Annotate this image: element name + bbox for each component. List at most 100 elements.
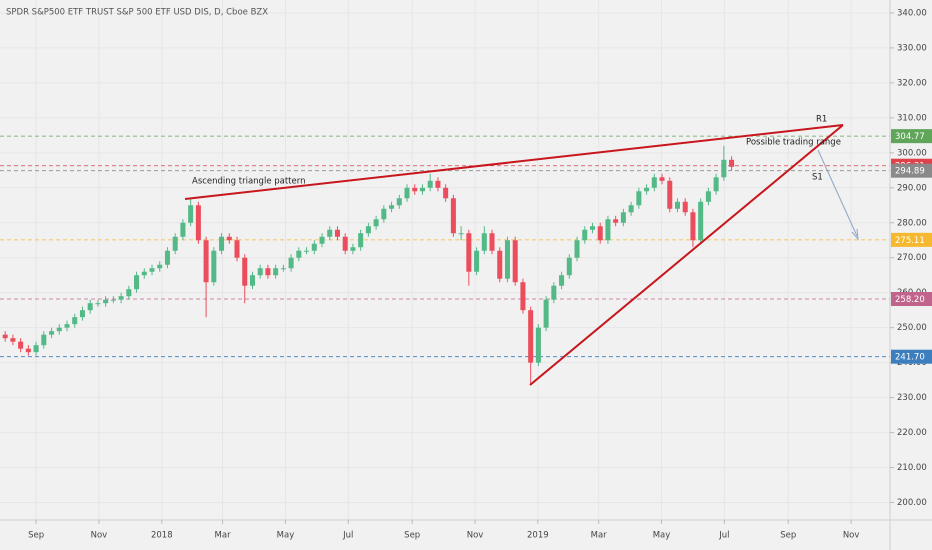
x-tick-label: Sep	[404, 531, 420, 541]
x-tick-label: 2019	[527, 531, 549, 541]
candle-body	[705, 191, 711, 202]
candle-body	[551, 285, 557, 300]
candle-body	[613, 219, 619, 223]
arrow	[817, 149, 858, 237]
candle-body	[535, 327, 541, 363]
candle-body	[95, 303, 101, 305]
candle-body	[443, 187, 449, 199]
candle-body	[381, 208, 387, 220]
axis-labels: 200.00210.00220.00230.00240.00250.00260.…	[28, 8, 932, 541]
candle-body	[164, 250, 170, 265]
candle-body	[157, 264, 163, 269]
level-label-box	[891, 129, 932, 144]
candle-body	[249, 275, 255, 286]
y-tick-label: 280.00	[897, 218, 927, 228]
candle-body	[644, 187, 650, 192]
candle-body	[520, 282, 526, 311]
candle-body	[659, 177, 665, 181]
candle-body	[103, 299, 109, 304]
x-tick-label: May	[277, 531, 295, 541]
candle-body	[528, 310, 534, 363]
candle-body	[2, 334, 8, 339]
candle-body	[698, 201, 704, 241]
candle-body	[389, 205, 395, 209]
candle-body	[412, 187, 418, 192]
candle-body	[566, 257, 572, 276]
candle-body	[690, 212, 696, 241]
y-tick-label: 220.00	[897, 428, 927, 438]
candle-body	[721, 159, 727, 178]
x-tick-label: Mar	[591, 531, 608, 541]
candle-body	[265, 268, 271, 276]
candle-body	[605, 219, 611, 241]
candle-body	[211, 250, 217, 283]
candle-body	[242, 257, 248, 286]
x-tick-label: Jul	[718, 531, 729, 541]
level-label: 275.11	[895, 236, 925, 246]
candle-body	[729, 159, 735, 167]
candle-body	[582, 229, 588, 241]
candle-body	[273, 268, 279, 276]
x-tick-label: Mar	[215, 531, 232, 541]
y-tick-label: 330.00	[897, 43, 927, 53]
candle-body	[651, 177, 657, 188]
y-tick-label: 290.00	[897, 183, 927, 193]
candle-body	[497, 250, 503, 279]
level-label-box	[891, 232, 932, 247]
candle-body	[559, 275, 565, 286]
candle-body	[597, 226, 603, 241]
candle-body	[180, 222, 186, 237]
candle-body	[56, 327, 62, 332]
candle-body	[427, 180, 433, 188]
candle-body	[33, 345, 39, 353]
candle-body	[257, 268, 263, 276]
x-tick-label: May	[653, 531, 671, 541]
candle-body	[466, 233, 472, 272]
level-label-box	[891, 291, 932, 306]
candle-body	[358, 233, 364, 248]
level-label: 258.20	[895, 295, 925, 305]
candle-body	[481, 233, 487, 251]
level-label: 294.89	[895, 167, 925, 177]
annotation: S1	[812, 173, 823, 183]
y-tick-label: 200.00	[897, 498, 927, 508]
x-tick-label: Nov	[843, 531, 860, 541]
candle-body	[543, 299, 549, 328]
candle-body	[396, 198, 402, 206]
candle-body	[49, 331, 55, 335]
candle-body	[489, 233, 495, 251]
candle-body	[667, 180, 673, 209]
y-tick-label: 270.00	[897, 253, 927, 263]
y-tick-label: 300.00	[897, 148, 927, 158]
candle-body	[118, 296, 124, 300]
candle-body	[682, 201, 688, 213]
candle-body	[110, 299, 116, 301]
y-tick-label: 340.00	[897, 8, 927, 18]
candle-body	[141, 271, 147, 276]
candle-body	[79, 310, 85, 318]
candle-body	[450, 198, 456, 234]
x-tick-label: Sep	[28, 531, 44, 541]
candle-body	[674, 201, 680, 209]
trendline-lower	[529, 124, 844, 386]
candle-body	[419, 187, 425, 192]
level-label: 241.70	[895, 353, 925, 363]
annotation: Ascending triangle pattern	[192, 177, 305, 187]
candle-body	[474, 250, 480, 272]
candle-body	[304, 250, 310, 252]
trendline-upper	[184, 124, 844, 200]
candle-body	[311, 243, 317, 251]
y-tick-label: 230.00	[897, 393, 927, 403]
x-tick-label: Sep	[780, 531, 796, 541]
level-label: 304.77	[895, 132, 925, 142]
candle-body	[589, 226, 595, 230]
candle-body	[504, 240, 510, 279]
candle-body	[334, 229, 340, 237]
candle-body	[288, 257, 294, 269]
candle-body	[195, 205, 201, 241]
x-tick-label: Jul	[342, 531, 353, 541]
candle-body	[327, 229, 333, 237]
candle-body	[636, 191, 642, 206]
